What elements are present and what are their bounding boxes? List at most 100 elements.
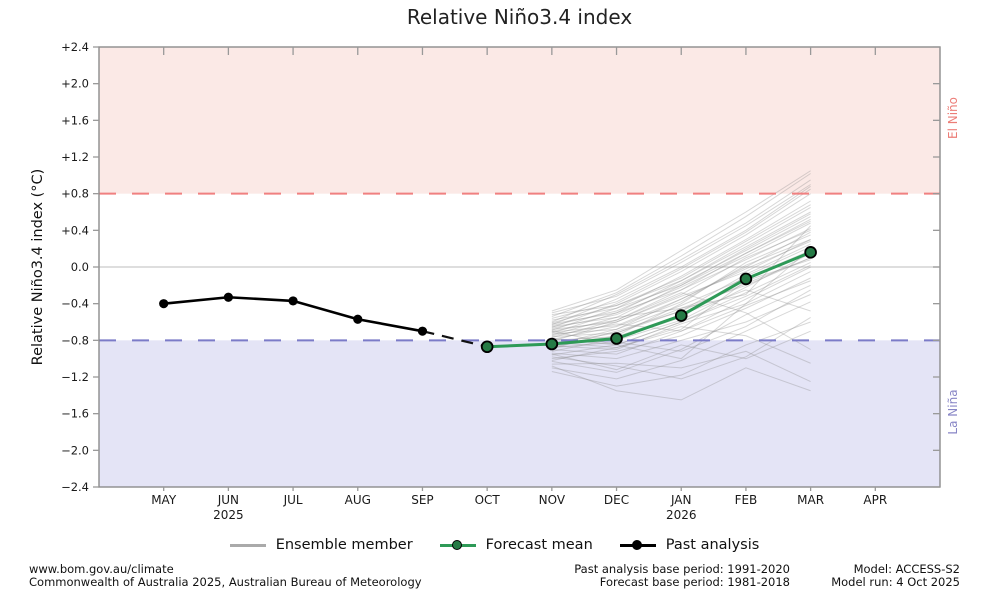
ensemble-line-icon bbox=[229, 538, 266, 552]
past-analysis-point bbox=[353, 314, 363, 324]
ensemble-member-line bbox=[551, 261, 811, 356]
ensemble-member-line bbox=[551, 266, 811, 355]
ensemble-member-line bbox=[551, 350, 811, 383]
footer-base-periods: Past analysis base period: 1991-2020 For… bbox=[574, 563, 790, 589]
legend-past-label: Past analysis bbox=[665, 537, 760, 553]
y-tick-label: −1.6 bbox=[61, 407, 89, 421]
y-tick-label: 0.0 bbox=[71, 260, 89, 274]
x-tick-label: APR bbox=[863, 493, 887, 507]
y-tick-label: +1.6 bbox=[61, 113, 89, 127]
forecast-mean-point bbox=[480, 340, 494, 354]
forecast-mean-point bbox=[739, 272, 753, 286]
legend-ensemble-label: Ensemble member bbox=[275, 537, 413, 553]
past-line-icon bbox=[619, 538, 656, 552]
ensemble-member-line bbox=[551, 188, 811, 319]
footer-model: Model: ACCESS-S2 bbox=[853, 562, 960, 576]
y-tick-label: −1.2 bbox=[61, 370, 89, 384]
ensemble-member-line bbox=[551, 239, 811, 330]
ensemble-member-line bbox=[551, 321, 811, 387]
ensemble-member-line bbox=[551, 239, 811, 340]
ensemble-member-line bbox=[551, 173, 811, 317]
ensemble-member-line bbox=[551, 204, 811, 324]
ensemble-member-line bbox=[551, 259, 811, 349]
ensemble-member-line bbox=[551, 257, 811, 328]
y-tick-label: −0.4 bbox=[61, 297, 89, 311]
y-tick-label: −2.4 bbox=[61, 480, 89, 494]
ensemble-member-line bbox=[551, 222, 811, 329]
ensemble-member-line bbox=[551, 277, 811, 360]
y-tick-label: −0.8 bbox=[61, 333, 89, 347]
footer-url: www.bom.gov.au/climate bbox=[29, 562, 174, 576]
forecast-mean-point bbox=[545, 337, 559, 351]
ensemble-member-line bbox=[551, 193, 811, 328]
ensemble-member-line bbox=[551, 292, 811, 350]
ensemble-member-line bbox=[551, 365, 811, 401]
ensemble-member-line bbox=[551, 231, 811, 333]
ensemble-member-line bbox=[551, 301, 811, 380]
footer-past-base-period: Past analysis base period: 1991-2020 bbox=[574, 562, 790, 576]
x-tick-label: MAY bbox=[151, 493, 177, 507]
la-nina-region-label: La Niña bbox=[946, 389, 960, 435]
ensemble-member-line bbox=[551, 316, 811, 380]
forecast-line-icon bbox=[439, 538, 476, 552]
footer-model-run: Model run: 4 Oct 2025 bbox=[831, 575, 960, 589]
x-tick-label: SEP bbox=[411, 493, 433, 507]
x-tick-label: JAN bbox=[670, 493, 692, 507]
x-tick-label: OCT bbox=[475, 493, 501, 507]
y-tick-label: +2.4 bbox=[61, 40, 89, 54]
ensemble-member-line bbox=[551, 170, 811, 312]
ensemble-member-line bbox=[551, 289, 811, 352]
ensemble-member-line bbox=[551, 330, 811, 371]
past-analysis-point bbox=[159, 299, 169, 309]
footer-model-info: Model: ACCESS-S2 Model run: 4 Oct 2025 bbox=[831, 563, 960, 589]
ensemble-member-line bbox=[551, 271, 811, 351]
y-tick-label: +0.8 bbox=[61, 187, 89, 201]
chart-title: Relative Niño3.4 index bbox=[406, 5, 633, 29]
past-marker-icon bbox=[631, 539, 642, 550]
forecast-mean-point bbox=[804, 246, 817, 259]
legend-item-past: Past analysis bbox=[619, 537, 760, 553]
connector-line bbox=[422, 330, 488, 348]
ensemble-member-line bbox=[551, 213, 811, 336]
y-axis-title: Relative Niño3.4 index (°C) bbox=[30, 168, 46, 366]
el-nino-band bbox=[99, 47, 940, 194]
ensemble-member-line bbox=[551, 284, 811, 373]
ensemble-member-line bbox=[551, 216, 811, 327]
x-tick-label: NOV bbox=[539, 493, 566, 507]
footer-source: www.bom.gov.au/climate Commonwealth of A… bbox=[29, 563, 422, 589]
la-nina-band bbox=[99, 340, 940, 487]
ensemble-member-line bbox=[551, 200, 811, 331]
y-tick-label: +0.4 bbox=[61, 223, 89, 237]
ensemble-member-line bbox=[551, 280, 811, 337]
ensemble-member-line bbox=[551, 229, 811, 342]
y-tick-label: +2.0 bbox=[61, 77, 89, 91]
forecast-mean-line bbox=[487, 250, 812, 349]
ensemble-member-line bbox=[551, 185, 811, 326]
ensemble-member-line bbox=[551, 179, 811, 323]
ensemble-member-line bbox=[551, 184, 811, 314]
ensemble-member-line bbox=[551, 206, 811, 334]
x-tick-label: JUL bbox=[283, 493, 303, 507]
ensemble-member-line bbox=[551, 294, 811, 360]
x-tick-label: MAR bbox=[797, 493, 824, 507]
ensemble-member-line bbox=[551, 264, 811, 346]
footer-copyright: Commonwealth of Australia 2025, Australi… bbox=[29, 575, 422, 589]
legend-item-forecast: Forecast mean bbox=[439, 537, 593, 553]
past-analysis-point bbox=[417, 326, 428, 336]
ensemble-member-line bbox=[551, 218, 811, 339]
y-tick-label: +1.2 bbox=[61, 150, 89, 164]
ensemble-member-line bbox=[551, 228, 811, 325]
el-nino-region-label: El Niño bbox=[946, 97, 960, 139]
year-label: 2025 bbox=[213, 508, 244, 522]
ensemble-member-line bbox=[551, 240, 811, 346]
forecast-marker-icon bbox=[451, 539, 462, 550]
x-tick-label: FEB bbox=[735, 493, 758, 507]
x-tick-label: DEC bbox=[604, 493, 629, 507]
x-tick-label: AUG bbox=[345, 493, 371, 507]
legend: Ensemble member Forecast mean Past analy… bbox=[0, 531, 989, 559]
legend-item-ensemble: Ensemble member bbox=[229, 537, 413, 553]
ensemble-member-line bbox=[551, 220, 811, 321]
x-tick-label: JUN bbox=[217, 493, 239, 507]
